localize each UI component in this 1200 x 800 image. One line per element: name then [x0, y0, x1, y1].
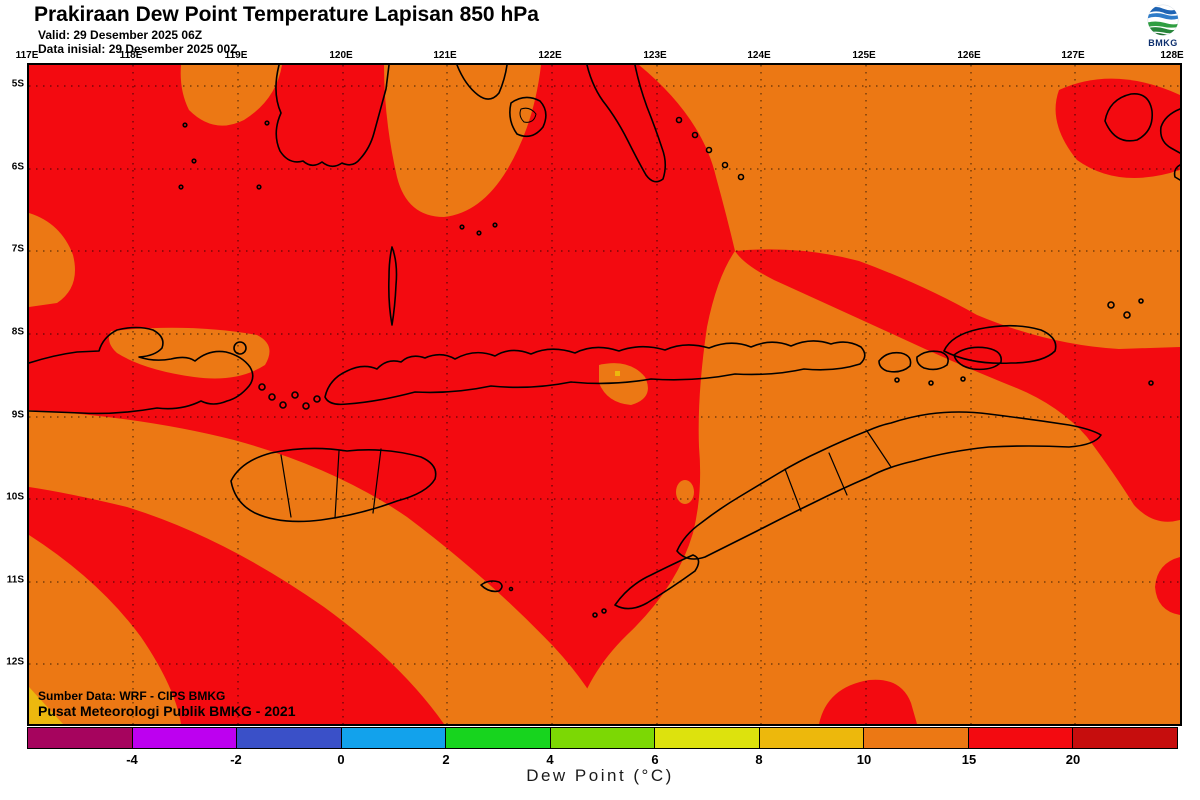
colorbar-tick-label: 0 [337, 752, 345, 767]
lon-tick-label: 125E [852, 50, 876, 61]
colorbar-tick-label: 20 [1065, 752, 1081, 767]
lon-tick-label: 120E [329, 50, 353, 61]
lon-tick-label: 124E [747, 50, 771, 61]
lon-tick-label: 128E [1160, 50, 1184, 61]
colorbar-segment [864, 728, 969, 748]
page-title: Prakiraan Dew Point Temperature Lapisan … [34, 3, 539, 26]
source-data-label: Sumber Data: WRF - CIPS BMKG [38, 689, 226, 703]
colorbar-caption: Dew Point (°C) [526, 766, 674, 785]
colorbar-segment [446, 728, 551, 748]
colorbar-segment [341, 728, 447, 748]
colorbar-tick-label: -2 [230, 752, 242, 767]
colorbar-segment [132, 728, 238, 748]
colorbar-tick-label: 2 [442, 752, 450, 767]
coastlines [29, 65, 1180, 618]
red-overlay-regions [735, 78, 1180, 724]
colorbar-segment [759, 728, 865, 748]
yellow-regions [29, 371, 620, 724]
init-time-label: Data inisial: 29 Desember 2025 00Z [38, 42, 238, 56]
publisher-label: Pusat Meteorologi Publik BMKG - 2021 [38, 703, 296, 719]
colorbar-tick-label: 10 [856, 752, 872, 767]
lon-tick-label: 117E [15, 50, 39, 61]
map-canvas [29, 65, 1180, 724]
colorbar-tick-label: 15 [961, 752, 977, 767]
lon-tick-label: 118E [119, 50, 143, 61]
lat-tick-label: 11S [6, 574, 24, 586]
colorbar-segment [550, 728, 656, 748]
lat-tick-label: 5S [11, 78, 24, 90]
lon-tick-label: 119E [224, 50, 248, 61]
bmkg-logo-label: BMKG [1148, 38, 1178, 48]
lon-tick-label: 122E [538, 50, 562, 61]
colorbar-segment [655, 728, 760, 748]
lat-tick-label: 7S [11, 243, 24, 255]
colorbar-segment [237, 728, 342, 748]
lon-tick-label: 127E [1061, 50, 1085, 61]
lat-tick-label: 6S [11, 161, 24, 173]
forecast-map [27, 63, 1182, 726]
lon-tick-label: 121E [433, 50, 457, 61]
colorbar-tick-label: 8 [755, 752, 763, 767]
lat-tick-label: 8S [11, 326, 24, 338]
bmkg-logo-icon [1147, 4, 1179, 36]
bmkg-logo: BMKG [1140, 2, 1186, 54]
colorbar-segment [28, 728, 133, 748]
lon-tick-label: 126E [957, 50, 981, 61]
lat-tick-label: 9S [11, 409, 24, 421]
graticule [29, 65, 1180, 724]
valid-time-label: Valid: 29 Desember 2025 06Z [38, 28, 203, 42]
lat-tick-label: 10S [6, 491, 24, 503]
lat-tick-label: 12S [6, 656, 24, 668]
colorbar-tick-label: 6 [651, 752, 659, 767]
colorbar-segment [968, 728, 1074, 748]
colorbar-tick-label: -4 [126, 752, 138, 767]
orange-regions [29, 65, 1180, 724]
colorbar-segment [1073, 728, 1178, 748]
colorbar-tick-label: 4 [546, 752, 554, 767]
lon-tick-label: 123E [643, 50, 667, 61]
colorbar [27, 727, 1178, 749]
